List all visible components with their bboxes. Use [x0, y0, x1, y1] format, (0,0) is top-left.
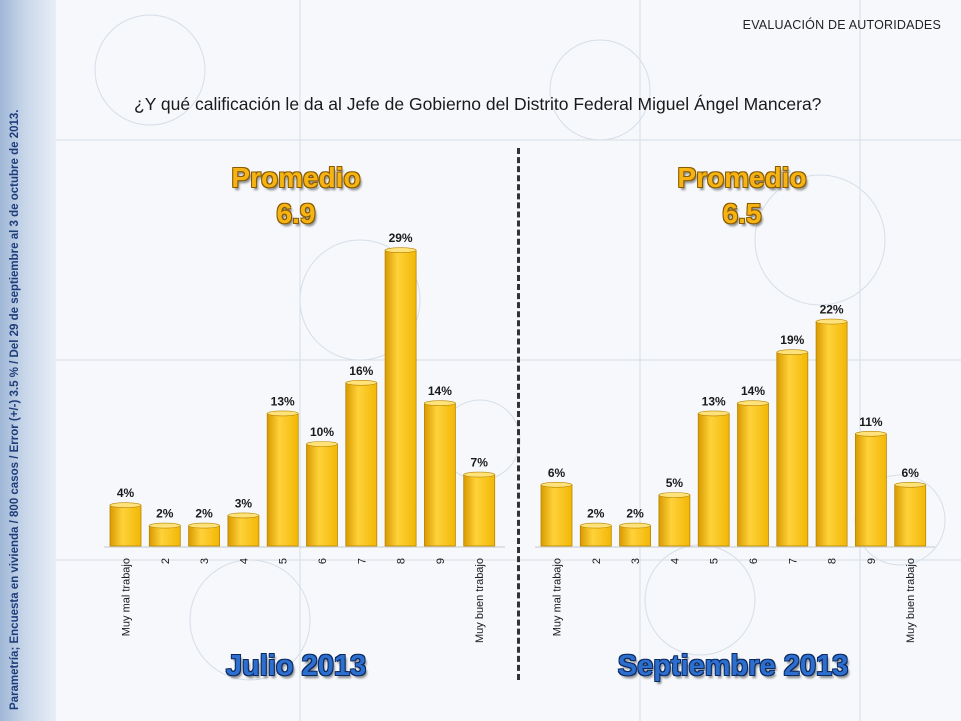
bar-septiembre-6	[737, 402, 769, 547]
data-label-septiembre-10: 6%	[902, 466, 920, 480]
bar-julio-2	[148, 525, 181, 547]
promedio-julio: Promedio 6.9	[196, 160, 396, 232]
bar-septiembre-2	[579, 525, 612, 547]
section-tag: EVALUACIÓN DE AUTORIDADES	[742, 18, 941, 32]
bar-cap-septiembre-2	[579, 522, 612, 529]
left-decorative-strip	[0, 0, 56, 721]
tick-label-septiembre-9: 9	[866, 558, 878, 564]
bar-cap-julio-5	[266, 410, 299, 417]
bar-cap-julio-4	[227, 512, 260, 519]
bar-septiembre-7	[776, 351, 809, 547]
bar-cap-septiembre-1	[540, 481, 573, 488]
bar-cap-septiembre-8	[815, 318, 848, 325]
bar-julio-5	[266, 412, 299, 547]
tick-label-julio-10: Muy buen trabajo	[474, 558, 486, 643]
data-label-julio-4: 3%	[235, 496, 253, 510]
promedio-septiembre: Promedio 6.5	[642, 160, 842, 232]
data-label-julio-1: 4%	[117, 486, 135, 500]
bar-cap-septiembre-6	[737, 400, 769, 407]
bar-cap-septiembre-10	[894, 481, 927, 488]
bar-septiembre-1	[540, 484, 573, 547]
tick-label-julio-5: 5	[278, 558, 290, 564]
bar-cap-julio-10	[463, 471, 496, 478]
tick-label-septiembre-10: Muy buen trabajo	[905, 558, 917, 643]
tick-label-julio-9: 9	[435, 558, 447, 564]
data-label-septiembre-9: 11%	[859, 415, 883, 429]
period-divider	[517, 148, 520, 680]
tick-label-julio-4: 4	[238, 558, 250, 564]
data-label-julio-3: 2%	[195, 507, 213, 521]
tick-label-septiembre-6: 6	[748, 558, 760, 564]
tick-label-julio-6: 6	[317, 558, 329, 564]
promedio-septiembre-label: Promedio	[677, 162, 807, 193]
data-label-julio-9: 14%	[428, 384, 452, 398]
bar-septiembre-10	[894, 484, 927, 547]
promedio-septiembre-value: 6.5	[722, 198, 762, 229]
tick-label-julio-3: 3	[199, 558, 211, 564]
bar-cap-julio-2	[149, 522, 181, 529]
survey-question: ¿Y qué calificación le da al Jefe de Gob…	[134, 94, 822, 114]
tick-label-septiembre-8: 8	[827, 558, 839, 564]
tick-label-septiembre-4: 4	[669, 558, 681, 564]
tick-label-septiembre-3: 3	[630, 558, 642, 564]
bar-julio-9	[423, 402, 456, 547]
promedio-julio-label: Promedio	[231, 162, 361, 193]
bar-septiembre-8	[815, 321, 848, 547]
data-label-septiembre-2: 2%	[587, 507, 605, 521]
bar-julio-8	[384, 249, 417, 547]
bar-julio-7	[345, 382, 378, 547]
tick-label-septiembre-7: 7	[787, 558, 799, 564]
bar-cap-septiembre-3	[619, 522, 651, 529]
data-label-julio-8: 29%	[389, 231, 413, 245]
data-label-julio-10: 7%	[471, 456, 489, 470]
bar-julio-3	[188, 525, 221, 547]
data-label-julio-5: 13%	[271, 394, 295, 408]
tick-label-julio-2: 2	[160, 558, 172, 564]
period-title-julio: Julio 2013	[225, 650, 367, 682]
bar-septiembre-4	[658, 494, 691, 547]
bar-julio-1	[109, 504, 142, 547]
bar-cap-julio-9	[424, 400, 456, 407]
data-label-septiembre-3: 2%	[626, 507, 644, 521]
bar-cap-septiembre-4	[658, 492, 691, 498]
bar-cap-julio-3	[188, 522, 220, 529]
data-label-septiembre-6: 14%	[741, 384, 765, 398]
bar-julio-4	[227, 515, 260, 547]
bar-cap-septiembre-9	[855, 430, 887, 437]
tick-label-septiembre-2: 2	[591, 558, 603, 564]
data-label-septiembre-8: 22%	[820, 303, 844, 317]
bar-julio-6	[306, 443, 338, 547]
bar-cap-julio-8	[384, 247, 417, 253]
bar-cap-julio-7	[345, 379, 378, 386]
bar-cap-julio-6	[306, 441, 338, 447]
promedio-julio-value: 6.9	[276, 198, 316, 229]
tick-label-julio-1: Muy mal trabajo	[121, 558, 133, 636]
tick-label-septiembre-1: Muy mal trabajo	[552, 558, 564, 636]
data-label-julio-7: 16%	[349, 364, 373, 378]
tick-label-julio-7: 7	[356, 558, 368, 564]
data-label-septiembre-7: 19%	[780, 333, 804, 347]
bar-cap-julio-1	[109, 502, 142, 509]
period-title-septiembre: Septiembre 2013	[617, 650, 849, 682]
data-label-septiembre-4: 5%	[666, 476, 684, 490]
tick-label-septiembre-5: 5	[709, 558, 721, 564]
bar-septiembre-5	[697, 412, 730, 547]
bar-septiembre-3	[619, 525, 651, 547]
bar-julio-10	[463, 474, 496, 547]
bar-cap-septiembre-5	[697, 410, 730, 417]
data-label-septiembre-5: 13%	[702, 394, 726, 408]
data-label-julio-2: 2%	[156, 507, 174, 521]
bar-cap-septiembre-7	[776, 349, 809, 356]
data-label-julio-6: 10%	[310, 425, 334, 439]
data-label-septiembre-1: 6%	[548, 466, 566, 480]
tick-label-julio-8: 8	[396, 558, 408, 564]
bar-septiembre-9	[855, 433, 887, 547]
